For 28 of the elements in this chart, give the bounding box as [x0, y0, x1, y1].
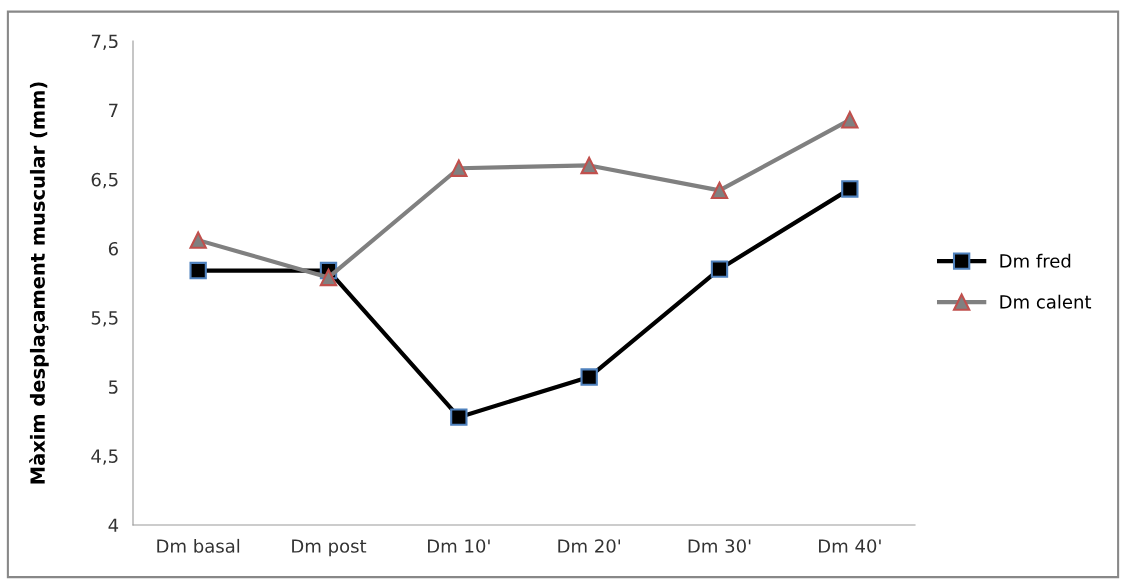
x-tick-label: Dm post — [292, 539, 367, 557]
x-tick-label: Dm basal — [157, 538, 240, 553]
point — [580, 368, 598, 386]
x-tick-label: Dm 10' — [428, 539, 490, 553]
y-tick-label: 5,5 — [91, 311, 118, 327]
point — [580, 156, 598, 175]
x-tick-label: Dm 20' — [558, 539, 621, 553]
point — [841, 111, 859, 129]
y-axis-title: Màxim desplaçament muscular (mm) — [29, 82, 49, 484]
point — [189, 231, 207, 249]
point — [319, 268, 338, 287]
y-tick-label: 7 — [109, 103, 118, 117]
point — [710, 181, 729, 200]
point — [450, 159, 468, 177]
point — [450, 408, 468, 426]
point — [710, 260, 729, 278]
y-tick-label: 5 — [109, 380, 118, 394]
y-tick-label: 4,5 — [91, 449, 118, 465]
legend-label: Dm calent — [1000, 294, 1092, 309]
y-tick-label: 4 — [108, 518, 119, 532]
y-tick-label: 6 — [108, 241, 118, 256]
x-tick-label: Dm 40' — [819, 539, 881, 553]
point — [841, 180, 859, 198]
legend-label: Dm fred — [1000, 253, 1071, 268]
point — [189, 261, 207, 280]
y-tick-label: 7,5 — [91, 34, 118, 50]
x-tick-label: Dm 30' — [688, 539, 751, 553]
y-tick-label: 6,5 — [91, 172, 118, 189]
